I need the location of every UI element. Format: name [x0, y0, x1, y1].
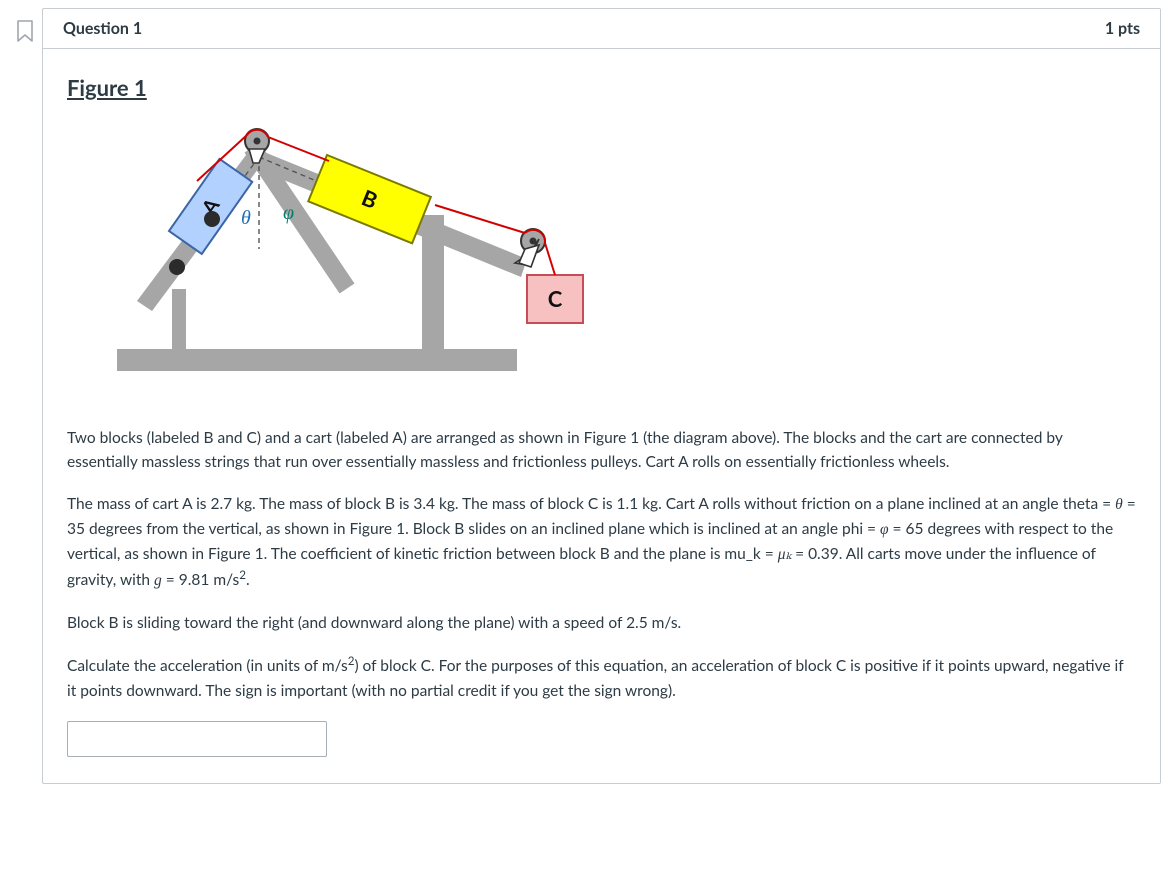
- question-number: Question 1: [63, 19, 142, 38]
- cart-a-wheel-1: [169, 259, 185, 275]
- paragraph-2: The mass of cart A is 2.7 kg. The mass o…: [67, 492, 1136, 593]
- figure-1: θ φ A: [77, 119, 1136, 396]
- p2-a: The mass of cart A is 2.7 kg. The mass o…: [67, 495, 1115, 513]
- block-b-group: B: [308, 155, 431, 243]
- theta-label: θ: [241, 207, 251, 229]
- figure-title: Figure 1: [67, 71, 1136, 105]
- string-pulley-c: [545, 243, 555, 275]
- paragraph-4: Calculate the acceleration (in units of …: [67, 653, 1136, 702]
- p2-g: g: [154, 572, 162, 589]
- pulley-right: [515, 229, 545, 267]
- question-row: Question 1 1 pts Figure 1: [8, 8, 1161, 784]
- block-c-label: C: [548, 285, 563, 312]
- question-card: Question 1 1 pts Figure 1: [42, 8, 1161, 784]
- answer-input[interactable]: [67, 721, 327, 757]
- paragraph-1: Two blocks (labeled B and C) and a cart …: [67, 426, 1136, 474]
- p2-sup: 2: [239, 569, 246, 582]
- p2-f: .: [246, 571, 250, 589]
- p2-theta: θ: [1115, 496, 1123, 513]
- cart-a-group: A: [169, 159, 252, 254]
- phi-label: φ: [283, 202, 294, 224]
- cart-a-wheel-2: [204, 211, 220, 227]
- p4-a: Calculate the acceleration (in units of …: [67, 658, 348, 676]
- bookmark-icon[interactable]: [16, 20, 34, 42]
- question-body: Figure 1: [43, 49, 1160, 783]
- p2-phi: φ: [880, 521, 889, 538]
- figure-svg: θ φ A: [77, 119, 597, 389]
- question-points: 1 pts: [1105, 19, 1140, 38]
- flag-column: [8, 8, 42, 42]
- p2-muk: μₖ: [778, 546, 791, 563]
- question-header: Question 1 1 pts: [43, 9, 1160, 49]
- p2-e: = 9.81 m/s: [162, 571, 239, 589]
- paragraph-3: Block B is sliding toward the right (and…: [67, 611, 1136, 635]
- left-support: [172, 289, 186, 354]
